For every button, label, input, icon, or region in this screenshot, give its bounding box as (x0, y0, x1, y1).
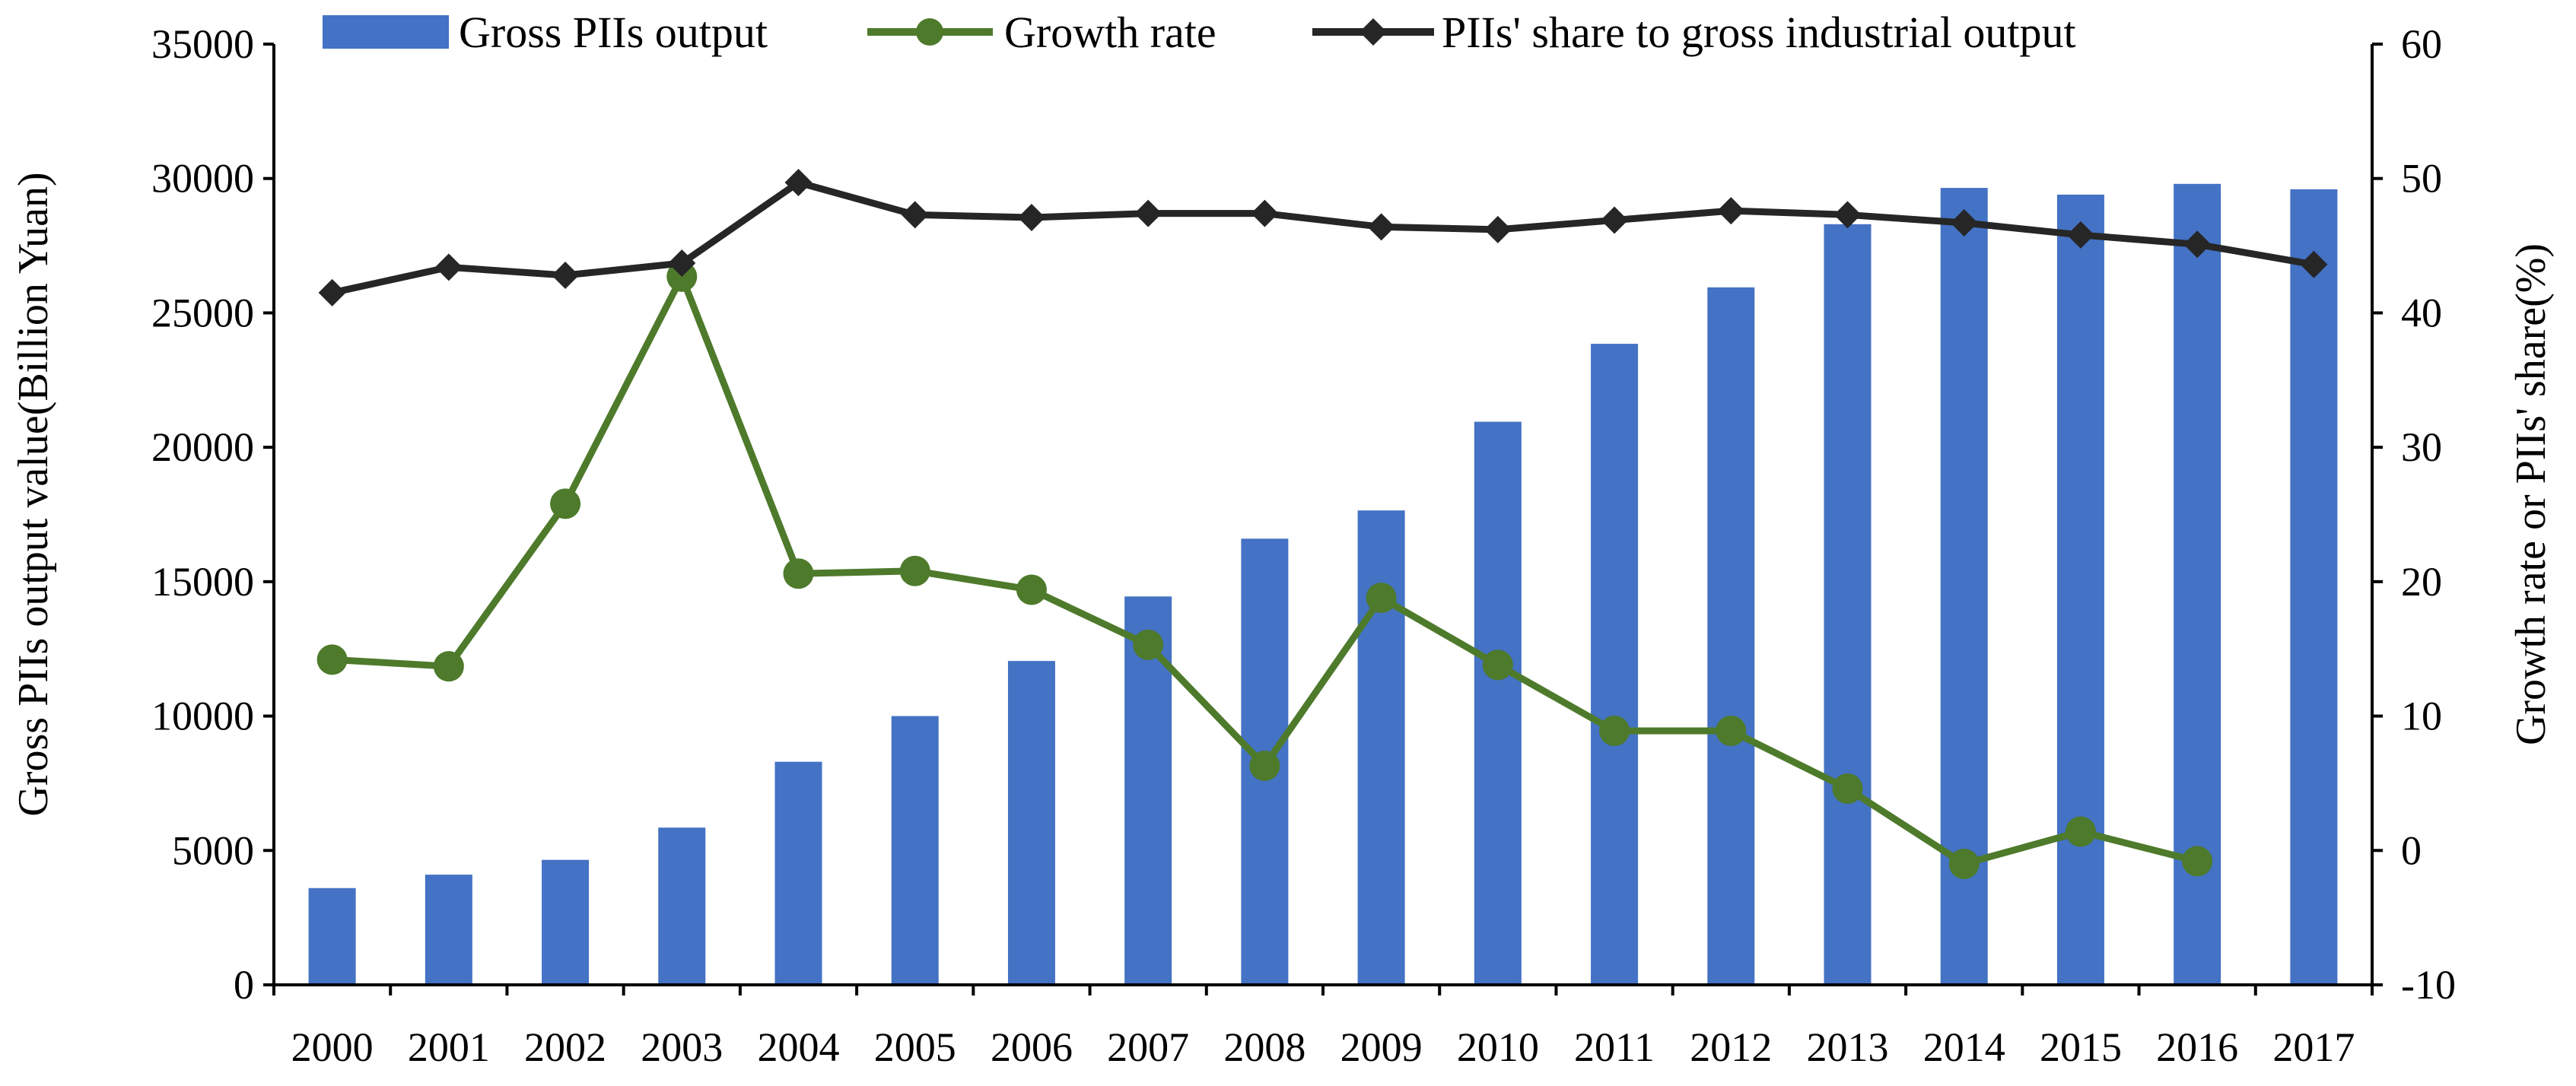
point-piis-share-to-gross-industrial-output-2004 (784, 169, 813, 197)
legend-swatch-gross-output (323, 15, 449, 49)
point-growth-rate-2000 (316, 644, 348, 675)
x-tick-label: 2014 (1923, 1024, 2005, 1070)
lines-layer (316, 169, 2328, 879)
point-piis-share-to-gross-industrial-output-2014 (1950, 209, 1978, 237)
point-piis-share-to-gross-industrial-output-2007 (1134, 199, 1162, 227)
legend: Gross PIIs output Growth rate PIIs' shar… (323, 8, 2076, 57)
x-tick-label: 2000 (291, 1024, 374, 1070)
x-tick-label: 2015 (2040, 1024, 2122, 1070)
point-growth-rate-2007 (1133, 629, 1164, 660)
bar-2010 (1474, 421, 1522, 985)
left-tick-label: 0 (234, 962, 254, 1008)
right-tick-label: 10 (2401, 694, 2442, 739)
bar-2015 (2056, 194, 2104, 985)
x-tick-label: 2003 (641, 1024, 723, 1070)
x-tick-label: 2013 (1807, 1024, 1889, 1070)
point-growth-rate-2004 (783, 558, 814, 589)
bars-layer (308, 183, 2338, 986)
bar-2009 (1357, 510, 1405, 985)
point-growth-rate-2006 (1016, 574, 1047, 605)
point-piis-share-to-gross-industrial-output-2003 (668, 249, 696, 278)
point-piis-share-to-gross-industrial-output-2001 (434, 253, 463, 281)
point-piis-share-to-gross-industrial-output-2008 (1251, 199, 1279, 227)
bar-2013 (1824, 224, 1872, 986)
x-tick-label: 2011 (1574, 1024, 1655, 1070)
x-tick-label: 2004 (758, 1024, 840, 1070)
point-growth-rate-2011 (1599, 716, 1630, 747)
legend-label-gross-output: Gross PIIs output (459, 8, 768, 57)
x-tick-label: 2001 (408, 1024, 490, 1070)
left-tick-label: 15000 (151, 559, 254, 605)
right-tick-label: 50 (2401, 156, 2442, 202)
axes-layer (263, 43, 2383, 996)
x-tick-label: 2002 (524, 1024, 606, 1070)
point-piis-share-to-gross-industrial-output-2012 (1717, 197, 1745, 225)
left-axis-title: Gross PIIs output value(Billion Yuan) (10, 172, 57, 816)
x-tick-label: 2009 (1340, 1024, 1423, 1070)
legend-swatch-share-marker (1360, 18, 1387, 46)
point-growth-rate-2016 (2182, 846, 2213, 877)
bar-2001 (425, 875, 472, 985)
point-growth-rate-2015 (2065, 816, 2096, 847)
point-growth-rate-2010 (1482, 649, 1513, 681)
bar-2002 (542, 859, 590, 985)
bar-2011 (1591, 344, 1639, 985)
point-piis-share-to-gross-industrial-output-2000 (318, 278, 346, 306)
x-tick-label: 2010 (1457, 1024, 1539, 1070)
right-tick-label: 60 (2401, 21, 2442, 67)
point-growth-rate-2002 (550, 488, 581, 519)
x-tick-label: 2008 (1223, 1024, 1305, 1070)
bar-2017 (2290, 189, 2338, 985)
point-piis-share-to-gross-industrial-output-2009 (1367, 213, 1395, 241)
x-tick-label: 2017 (2272, 1024, 2355, 1070)
point-growth-rate-2014 (1948, 848, 1980, 879)
x-tick-label: 2007 (1107, 1024, 1189, 1070)
bar-2000 (308, 888, 356, 985)
point-growth-rate-2005 (899, 555, 930, 586)
right-tick-label: 20 (2401, 559, 2442, 605)
point-piis-share-to-gross-industrial-output-2016 (2183, 230, 2212, 259)
point-growth-rate-2001 (433, 651, 464, 682)
x-tick-label: 2005 (874, 1024, 956, 1070)
point-growth-rate-2013 (1832, 773, 1863, 804)
point-piis-share-to-gross-industrial-output-2005 (901, 201, 929, 229)
bar-2012 (1707, 287, 1755, 985)
left-tick-label: 35000 (151, 21, 254, 67)
left-tick-label: 5000 (172, 827, 254, 873)
right-tick-label: 30 (2401, 424, 2442, 470)
point-growth-rate-2012 (1716, 716, 1747, 747)
bar-2003 (658, 827, 706, 985)
legend-label-growth-rate: Growth rate (1004, 8, 1216, 57)
left-tick-label: 25000 (151, 290, 254, 335)
series-line-piis-share-to-gross-industrial-output (331, 179, 2315, 297)
point-piis-share-to-gross-industrial-output-2002 (552, 261, 580, 289)
point-piis-share-to-gross-industrial-output-2010 (1484, 215, 1512, 243)
left-tick-label: 30000 (151, 156, 254, 202)
point-piis-share-to-gross-industrial-output-2013 (1833, 201, 1862, 229)
bar-2006 (1007, 661, 1055, 985)
right-tick-label: -10 (2401, 962, 2456, 1008)
point-piis-share-to-gross-industrial-output-2017 (2300, 250, 2328, 278)
left-tick-label: 20000 (151, 424, 254, 470)
x-tick-label: 2006 (991, 1024, 1073, 1070)
x-tick-label: 2012 (1690, 1024, 1772, 1070)
ticks-layer: 0 5000 10000 15000 20000 25000 30000 35000 -10 0 1… (151, 21, 2456, 1070)
right-tick-label: 0 (2401, 827, 2422, 873)
x-tick-label: 2016 (2156, 1024, 2238, 1070)
right-axis-title: Growth rate or PIIs' share(%) (2508, 243, 2555, 745)
bar-2005 (891, 716, 939, 985)
legend-swatch-growth-marker (916, 18, 943, 46)
point-growth-rate-2008 (1249, 750, 1280, 781)
right-tick-label: 40 (2401, 290, 2442, 335)
left-tick-label: 10000 (151, 694, 254, 739)
point-piis-share-to-gross-industrial-output-2006 (1017, 203, 1045, 231)
point-piis-share-to-gross-industrial-output-2011 (1601, 206, 1629, 234)
bar-2004 (774, 761, 822, 985)
legend-label-share: PIIs' share to gross industrial output (1442, 8, 2076, 57)
point-piis-share-to-gross-industrial-output-2015 (2066, 221, 2094, 249)
point-growth-rate-2009 (1366, 583, 1397, 614)
